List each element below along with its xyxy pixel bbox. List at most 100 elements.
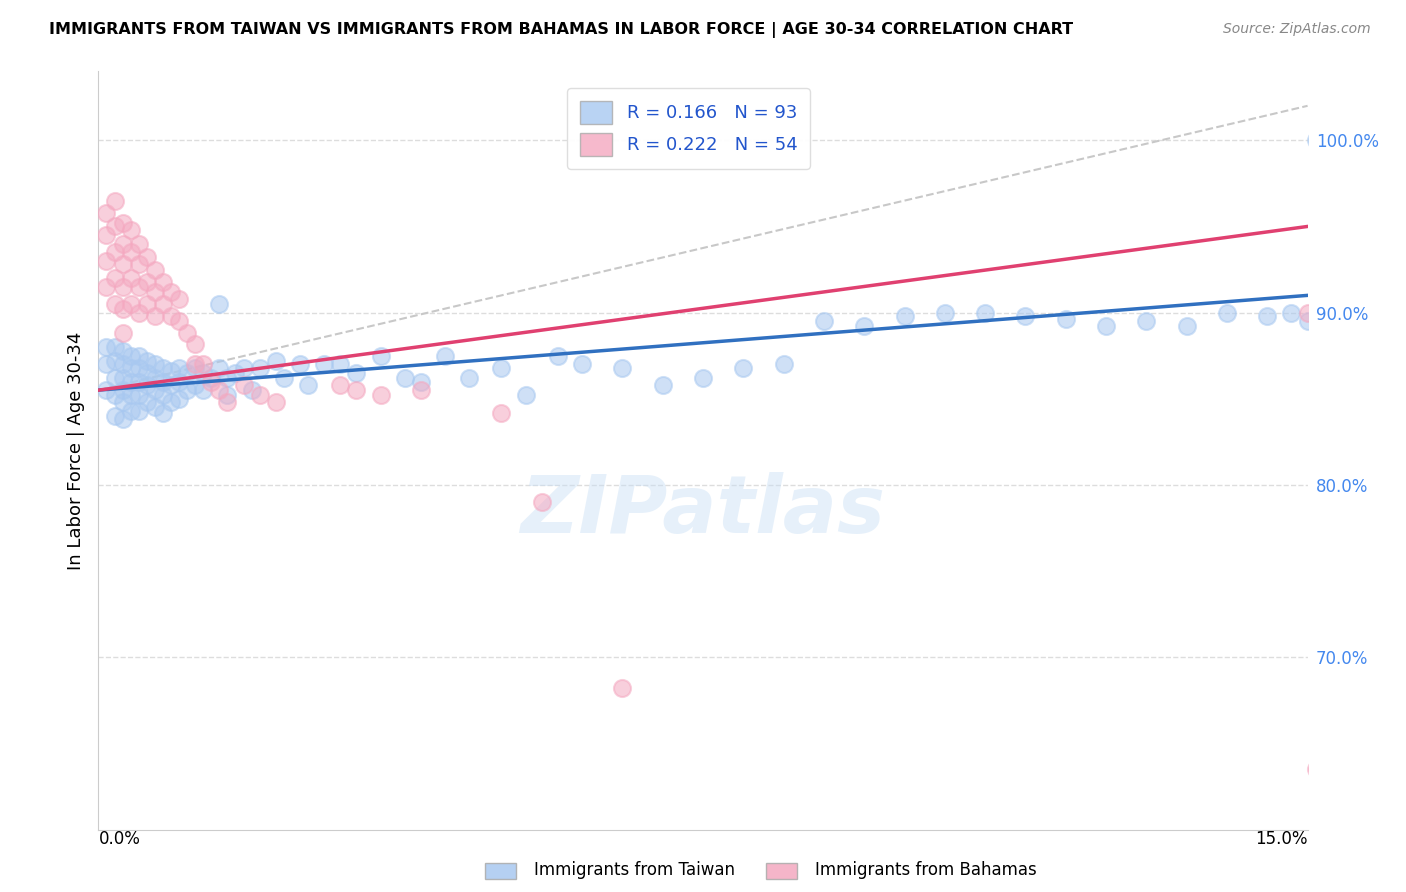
Point [96,228,118,243]
Point [111,326,134,341]
Legend: R = 0.166   N = 93, R = 0.222   N = 54: R = 0.166 N = 93, R = 0.222 N = 54 [567,88,810,169]
Y-axis label: In Labor Force | Age 30-34: In Labor Force | Age 30-34 [66,331,84,570]
Point [297,378,319,392]
Point [96,340,118,354]
Point [547,349,569,363]
Point [208,360,231,375]
Text: Immigrants from Bahamas: Immigrants from Bahamas [815,861,1038,879]
Point [1054,312,1077,326]
Point [167,375,190,389]
Point [120,404,142,418]
Point [1216,305,1239,319]
Point [103,297,125,311]
Text: Source: ZipAtlas.com: Source: ZipAtlas.com [1223,22,1371,37]
Point [176,326,198,341]
Point [167,314,190,328]
Point [813,314,835,328]
Point [200,375,222,389]
Point [974,305,997,319]
Point [288,357,311,371]
Point [329,357,352,371]
Point [128,236,150,251]
Point [491,360,513,375]
Point [135,354,157,368]
Point [193,383,215,397]
Point [111,279,134,293]
Point [135,395,157,409]
Point [409,383,432,397]
Point [344,366,367,380]
Point [152,275,174,289]
Point [96,357,118,371]
Point [135,378,157,392]
Point [111,257,134,271]
Point [135,275,157,289]
Point [152,297,174,311]
Point [1305,762,1327,776]
Point [314,357,336,371]
Point [692,371,714,385]
Point [176,366,198,380]
Point [370,388,392,402]
Point [273,371,295,385]
Point [264,354,287,368]
Point [120,349,142,363]
Point [120,245,142,260]
Point [1281,305,1303,319]
Point [111,343,134,358]
Point [853,319,876,334]
Point [103,388,125,402]
Point [1296,314,1319,328]
Point [128,404,150,418]
Point [135,251,157,265]
Point [111,236,134,251]
Point [217,371,239,385]
Point [103,194,125,208]
Point [515,388,537,402]
Point [143,357,166,371]
Point [530,495,553,509]
Point [111,357,134,371]
Point [128,360,150,375]
Point [733,360,755,375]
Point [370,349,392,363]
Point [344,383,367,397]
Point [120,375,142,389]
Point [612,681,634,696]
Point [1095,319,1118,334]
Point [232,360,254,375]
Point [143,371,166,385]
Point [224,366,246,380]
Text: Immigrants from Taiwan: Immigrants from Taiwan [534,861,735,879]
Point [103,219,125,234]
Point [152,375,174,389]
Point [96,279,118,293]
Point [128,279,150,293]
Point [458,371,481,385]
Point [160,309,183,323]
Point [160,395,183,409]
Point [409,375,432,389]
Point [103,354,125,368]
Point [152,388,174,402]
Point [160,364,183,378]
Text: 15.0%: 15.0% [1256,830,1308,847]
Point [167,292,190,306]
Point [249,360,271,375]
Point [111,302,134,317]
Point [1296,305,1319,319]
Point [208,383,231,397]
Point [651,378,673,392]
Point [143,401,166,415]
Point [152,406,174,420]
Point [128,388,150,402]
Point [200,371,222,385]
Point [193,357,215,371]
Point [264,395,287,409]
Point [167,360,190,375]
Point [184,360,207,375]
Point [1305,133,1327,147]
Point [1014,309,1036,323]
Point [111,216,134,230]
Point [103,340,125,354]
